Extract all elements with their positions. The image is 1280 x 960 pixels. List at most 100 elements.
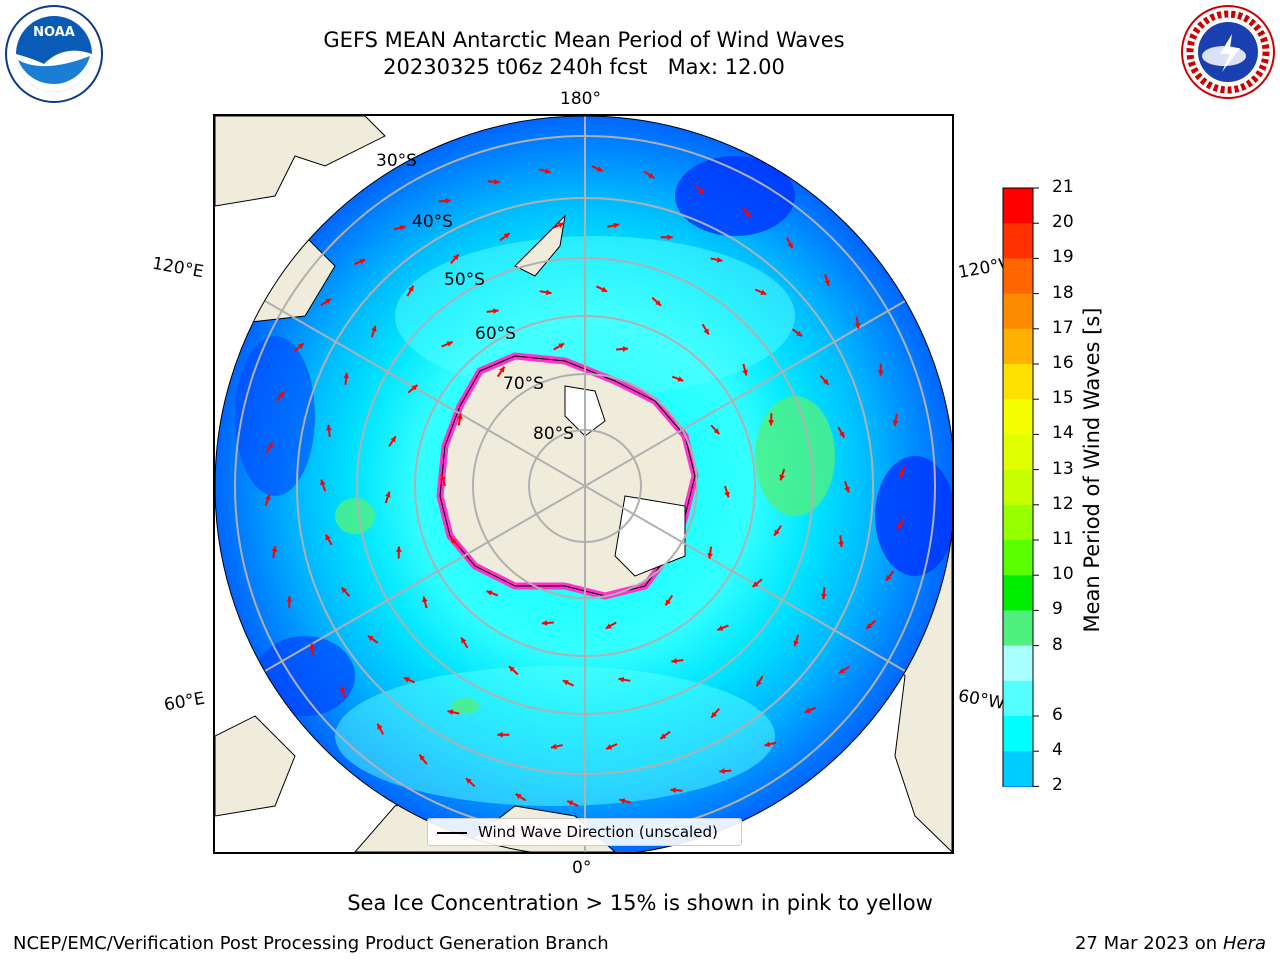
colorbar-segment xyxy=(1003,399,1033,435)
wind-wave-arrowhead xyxy=(325,298,331,305)
lat-label-40s: 40°S xyxy=(412,212,453,232)
wind-wave-arrowhead xyxy=(752,581,759,587)
wind-wave-arrowhead xyxy=(422,596,428,603)
wind-wave-arrowhead xyxy=(461,637,467,644)
lon-label-60e: 60°E xyxy=(162,688,207,716)
wind-wave-arrowhead xyxy=(445,198,451,204)
colorbar-segment xyxy=(1003,575,1033,611)
wind-wave-arrowhead xyxy=(774,529,780,536)
wind-wave-arrowhead xyxy=(371,325,377,332)
colorbar-segment xyxy=(1003,364,1033,400)
footer-machine: Hera xyxy=(1222,933,1266,954)
wind-wave-arrowhead xyxy=(670,787,676,794)
colorbar-tick-label: 8 xyxy=(1052,634,1063,655)
wind-wave-arrowhead xyxy=(897,523,903,530)
wind-wave-arrowhead xyxy=(499,366,505,373)
wind-wave-arrowhead xyxy=(503,233,510,239)
wind-wave-arrowhead xyxy=(707,552,713,559)
wind-wave-arrowhead xyxy=(320,479,326,486)
colorbar-tick-label: 12 xyxy=(1052,493,1074,514)
wind-wave-arrowhead xyxy=(558,343,565,349)
colorbar-tick-label: 14 xyxy=(1052,423,1074,444)
nws-logo xyxy=(1180,4,1276,104)
wind-wave-arrowhead xyxy=(297,343,304,349)
wind-wave-arrowhead xyxy=(497,731,503,738)
wind-wave-arrowhead xyxy=(854,322,861,329)
lat-label-30s: 30°S xyxy=(376,151,417,171)
wind-wave-arrowhead xyxy=(764,741,771,748)
wind-wave-arrowhead xyxy=(390,436,396,443)
wind-wave-arrowhead xyxy=(408,285,414,292)
wind-wave-arrowhead xyxy=(403,677,410,683)
wind-wave-arrowhead xyxy=(340,686,346,693)
wind-wave-arrowhead xyxy=(698,188,705,194)
wind-wave-arrowhead xyxy=(820,593,827,600)
wind-wave-arrowhead xyxy=(667,234,673,241)
wind-wave-arrowhead xyxy=(278,391,284,398)
map-svg xyxy=(215,116,952,852)
wind-wave-arrowhead xyxy=(711,711,717,718)
wind-wave-arrowhead xyxy=(605,623,612,629)
wind-wave-arrowhead xyxy=(824,279,830,286)
wind-wave-arrowhead xyxy=(760,289,767,295)
colorbar-segment xyxy=(1003,751,1033,787)
wind-wave-arrowhead xyxy=(838,541,844,548)
wind-wave-arrowhead xyxy=(508,666,515,672)
wind-wave-arrowhead xyxy=(742,369,748,376)
colorbar-tick-label: 16 xyxy=(1052,353,1074,373)
wind-wave-arrowhead xyxy=(545,289,552,296)
wind-wave-arrowhead xyxy=(886,574,892,581)
wind-wave-arrowhead xyxy=(367,635,374,642)
wind-wave-arrowhead xyxy=(493,308,499,314)
wind-wave-arrowhead xyxy=(343,372,350,379)
colorbar-segment xyxy=(1003,610,1033,647)
map-panel xyxy=(213,114,954,854)
wind-wave-arrowhead xyxy=(796,330,803,337)
wind-wave-arrowhead xyxy=(719,768,725,774)
wind-wave-arrowhead xyxy=(596,166,603,172)
wind-wave-arrowhead xyxy=(899,471,905,478)
colorbar-segment xyxy=(1003,328,1033,365)
wind-wave-arrowhead xyxy=(440,474,446,481)
wind-wave-arrowhead xyxy=(822,378,829,385)
wind-wave-arrowhead xyxy=(359,259,366,265)
wind-wave-arrowhead xyxy=(447,709,454,716)
wind-wave-arrowhead xyxy=(541,620,548,626)
colorbar-segment xyxy=(1003,434,1033,471)
wind-wave-arrowhead xyxy=(450,537,457,544)
wind-wave-arrowhead xyxy=(839,667,845,674)
wind-wave-arrowhead xyxy=(877,370,884,376)
wind-wave-arrowhead xyxy=(648,172,655,179)
footer-credit: NCEP/EMC/Verification Post Processing Pr… xyxy=(13,933,609,954)
graticule xyxy=(234,116,936,852)
wind-wave-arrowhead xyxy=(395,546,402,552)
footer-date-text: 27 Mar 2023 on xyxy=(1074,933,1218,954)
legend-label: Wind Wave Direction (unscaled) xyxy=(478,823,718,841)
wind-wave-arrowhead xyxy=(756,680,762,687)
colorbar-segment xyxy=(1003,188,1033,224)
colorbar-segment xyxy=(1003,504,1033,541)
wind-wave-arrowhead xyxy=(544,168,551,174)
wind-wave-arrowhead xyxy=(562,680,569,686)
wind-wave-arrowhead xyxy=(606,744,613,750)
wind-wave-arrowhead xyxy=(411,385,418,391)
wind-wave-arrowhead xyxy=(622,346,629,352)
colorbar-tick-label: 20 xyxy=(1052,212,1074,233)
wind-wave-arrowhead xyxy=(486,590,493,596)
wind-wave-arrowhead xyxy=(660,733,667,739)
colorbar-tick-label: 2 xyxy=(1052,775,1063,796)
colorbar-tick-label: 13 xyxy=(1052,458,1074,479)
lat-label-70s: 70°S xyxy=(503,374,544,394)
wind-wave-arrowhead xyxy=(716,256,723,263)
wind-wave-arrowhead xyxy=(446,341,453,347)
wind-wave-arrowhead xyxy=(665,599,671,606)
footer-date: 27 Mar 2023 on Hera xyxy=(1075,933,1266,954)
lat-label-80s: 80°S xyxy=(533,424,574,444)
colorbar-tick-label: 10 xyxy=(1052,564,1074,585)
wind-wave-arrowhead xyxy=(677,376,684,382)
new-zealand-land xyxy=(514,214,566,277)
wind-wave-arrowhead xyxy=(341,587,348,594)
wind-wave-arrowhead xyxy=(465,778,472,784)
lon-label-0: 0° xyxy=(572,858,592,878)
noaa-logo: NOAA xyxy=(4,4,104,108)
